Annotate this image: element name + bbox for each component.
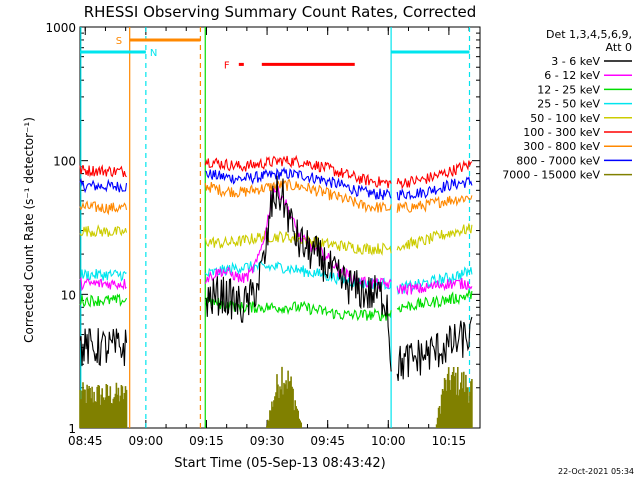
series-50-100kev — [79, 223, 473, 256]
legend-header-2: Att 0 — [606, 41, 632, 54]
legend-label: 6 - 12 keV — [544, 69, 600, 82]
legend-label: 50 - 100 keV — [530, 112, 600, 125]
series-line — [79, 178, 473, 216]
series-7000-15000kev — [79, 366, 473, 428]
legend-label: 300 - 800 keV — [523, 140, 600, 153]
series-300-800kev — [79, 178, 473, 216]
legend-label: 12 - 25 keV — [537, 83, 600, 96]
x-tick-label: 09:00 — [129, 434, 164, 448]
x-tick-label: 09:30 — [250, 434, 285, 448]
y-tick-label: 1 — [68, 422, 76, 436]
chart-title: RHESSI Observing Summary Count Rates, Co… — [84, 3, 477, 21]
annotation-label-f: F — [224, 60, 230, 71]
series-line — [79, 175, 473, 381]
y-tick-label: 1000 — [45, 21, 76, 35]
series-100-300kev — [79, 154, 473, 190]
series-800-7000kev — [79, 166, 473, 201]
y-tick-label: 10 — [61, 288, 76, 302]
x-tick-label: 08:45 — [68, 434, 103, 448]
series-line — [79, 166, 473, 201]
series-line — [79, 154, 473, 190]
legend-label: 100 - 300 keV — [523, 126, 600, 139]
legend-label: 7000 - 15000 keV — [502, 169, 600, 182]
annotation-label-n: N — [150, 48, 157, 59]
plot-area: 1 10 100 1000 08:45 09:00 09:15 09:30 09:45 10:00… — [45, 21, 632, 448]
legend-label: 3 - 6 keV — [551, 55, 600, 68]
series-line — [79, 223, 473, 256]
series-3-6kev — [79, 175, 473, 381]
annotation-label-s: S — [116, 36, 122, 47]
x-tick-label: 09:15 — [189, 434, 224, 448]
series-25-50kev — [79, 260, 473, 295]
series-12-25kev — [79, 288, 473, 322]
legend-label: 800 - 7000 keV — [516, 154, 600, 167]
y-axis-label: Corrected Count Rate (s⁻¹ detector⁻¹) — [22, 117, 36, 343]
x-tick-label: 09:45 — [310, 434, 345, 448]
y-tick-label: 100 — [53, 155, 76, 169]
legend-label: 25 - 50 keV — [537, 98, 600, 111]
timestamp: 22-Oct-2021 05:34 — [558, 467, 634, 476]
x-tick-label: 10:00 — [371, 434, 406, 448]
x-tick-label: 10:15 — [432, 434, 467, 448]
series-line — [79, 260, 473, 295]
series-line — [79, 288, 473, 322]
x-axis-label: Start Time (05-Sep-13 08:43:42) — [174, 456, 385, 471]
series-line — [79, 366, 473, 428]
legend-header: Det 1,3,4,5,6,9, — [546, 28, 632, 41]
